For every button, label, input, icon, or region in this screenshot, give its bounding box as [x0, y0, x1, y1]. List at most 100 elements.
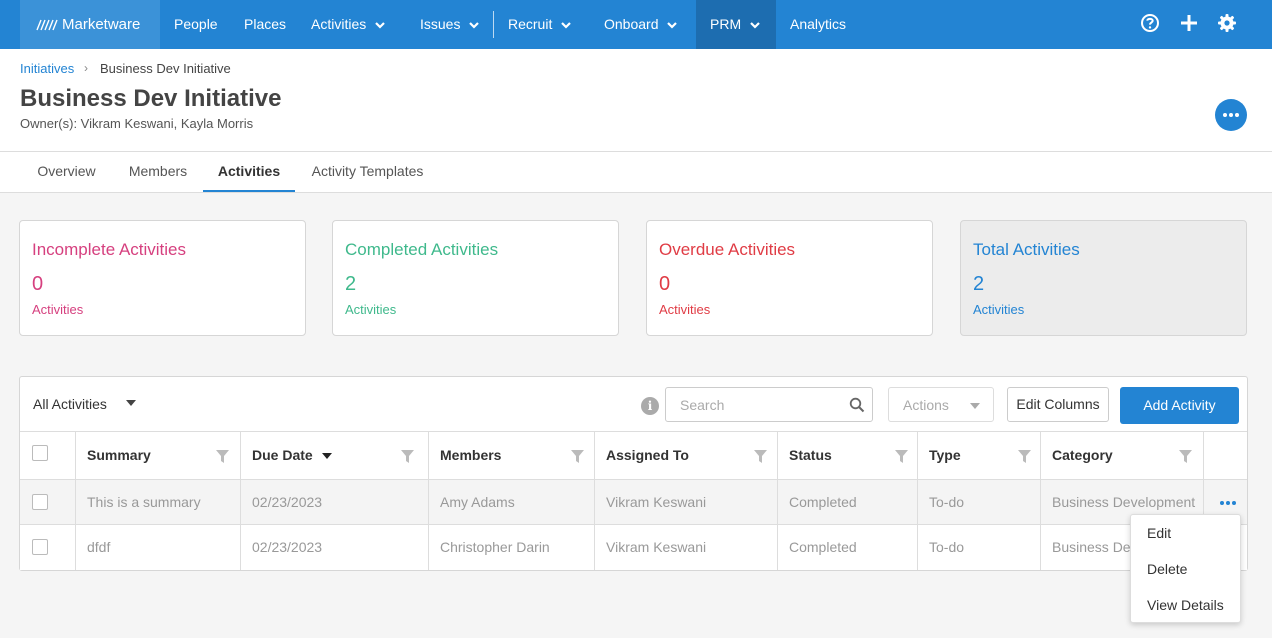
nav-prm[interactable]: PRM — [696, 0, 776, 49]
help-icon[interactable] — [1140, 13, 1160, 33]
stat-card-completed[interactable]: Completed Activities 2 Activities — [332, 220, 619, 336]
nav-onboard-label: Onboard — [604, 16, 659, 32]
column-header-assigned-to[interactable]: Assigned To — [595, 432, 778, 479]
nav-issues-label: Issues — [420, 16, 461, 32]
tab-members[interactable]: Members — [128, 163, 188, 179]
dot-icon — [1220, 501, 1224, 505]
column-header-category[interactable]: Category — [1041, 432, 1204, 479]
cell-due-date: 02/23/2023 — [241, 525, 429, 570]
stat-value: 2 — [345, 273, 357, 295]
plus-icon[interactable] — [1179, 13, 1199, 33]
nav-onboard[interactable]: Onboard — [604, 0, 678, 49]
breadcrumb-current: Business Dev Initiative — [100, 61, 231, 76]
column-label: Due Date — [252, 447, 313, 463]
stat-unit: Activities — [345, 302, 397, 317]
column-label: Category — [1052, 447, 1113, 463]
dot-icon — [1226, 501, 1230, 505]
chevron-down-icon — [469, 22, 480, 29]
edit-columns-button[interactable]: Edit Columns — [1007, 387, 1109, 422]
cell-status: Completed — [778, 480, 918, 524]
nav-people[interactable]: People — [174, 16, 218, 32]
sort-desc-icon[interactable] — [321, 453, 332, 460]
nav-activities[interactable]: Activities — [311, 0, 386, 49]
stat-title: Incomplete Activities — [32, 240, 187, 259]
table-row[interactable]: This is a summary 02/23/2023 Amy Adams V… — [20, 480, 1247, 525]
cell-due-date: 02/23/2023 — [241, 480, 429, 524]
activities-panel: All Activities i Actions Edit Columns Ad… — [19, 376, 1248, 571]
menu-item-delete[interactable]: Delete — [1147, 561, 1188, 577]
chevron-down-icon — [561, 22, 572, 29]
search-input[interactable] — [667, 389, 842, 420]
column-label: Summary — [87, 447, 151, 463]
dot-icon — [1235, 113, 1239, 117]
filter-icon[interactable] — [571, 450, 584, 463]
tab-activity-templates[interactable]: Activity Templates — [311, 163, 424, 179]
cell-type: To-do — [918, 525, 1041, 570]
select-all-checkbox[interactable] — [32, 445, 48, 461]
row-checkbox[interactable] — [32, 494, 48, 510]
row-actions-menu: Edit Delete View Details — [1130, 514, 1241, 623]
stat-title: Completed Activities — [345, 240, 499, 259]
row-select-cell — [20, 480, 76, 524]
column-header-type[interactable]: Type — [918, 432, 1041, 479]
stat-card-incomplete[interactable]: Incomplete Activities 0 Activities — [19, 220, 306, 336]
search-box — [665, 387, 873, 422]
row-checkbox[interactable] — [32, 539, 48, 555]
nav-recruit-label: Recruit — [508, 16, 553, 32]
nav-recruit[interactable]: Recruit — [508, 0, 572, 49]
cell-members: Christopher Darin — [429, 525, 595, 570]
nav-activities-label: Activities — [311, 16, 367, 32]
cell-members: Amy Adams — [429, 480, 595, 524]
table-row[interactable]: dfdf 02/23/2023 Christopher Darin Vikram… — [20, 525, 1247, 570]
cell-assigned-to: Vikram Keswani — [595, 525, 778, 570]
cell-summary[interactable]: This is a summary — [76, 480, 241, 524]
cell-summary[interactable]: dfdf — [76, 525, 241, 570]
filter-icon[interactable] — [1179, 450, 1192, 463]
column-label: Type — [929, 447, 961, 463]
gear-icon[interactable] — [1217, 13, 1237, 33]
column-header-due-date[interactable]: Due Date — [241, 432, 429, 479]
filter-icon[interactable] — [895, 450, 908, 463]
nav-analytics[interactable]: Analytics — [790, 16, 847, 32]
brand-name: Marketware — [62, 16, 141, 33]
nav-issues[interactable]: Issues — [420, 0, 480, 49]
column-label: Members — [440, 447, 502, 463]
filter-icon[interactable] — [1018, 450, 1031, 463]
info-icon[interactable]: i — [641, 397, 659, 415]
caret-down-icon[interactable] — [126, 400, 136, 406]
page-title: Business Dev Initiative — [20, 85, 282, 112]
actions-label: Actions — [903, 397, 949, 413]
search-icon[interactable] — [849, 397, 865, 413]
column-header-summary[interactable]: Summary — [76, 432, 241, 479]
actions-dropdown[interactable]: Actions — [888, 387, 994, 422]
tab-activities[interactable]: Activities — [203, 152, 295, 192]
more-options-button[interactable] — [1215, 99, 1247, 131]
dot-icon — [1223, 113, 1227, 117]
column-header-status[interactable]: Status — [778, 432, 918, 479]
logo-mark-icon — [36, 19, 58, 31]
filter-icon[interactable] — [754, 450, 767, 463]
tab-bar: Overview Members Activities Activity Tem… — [0, 152, 1272, 193]
brand-logo[interactable]: Marketware — [20, 0, 160, 49]
chevron-down-icon — [375, 22, 386, 29]
filter-icon[interactable] — [401, 450, 414, 463]
dot-icon — [1232, 501, 1236, 505]
menu-item-edit[interactable]: Edit — [1147, 525, 1172, 541]
filter-icon[interactable] — [216, 450, 229, 463]
nav-places[interactable]: Places — [244, 16, 287, 32]
stat-card-overdue[interactable]: Overdue Activities 0 Activities — [646, 220, 933, 336]
cell-category: Business Development — [1041, 480, 1204, 524]
breadcrumb-initiatives[interactable]: Initiatives — [20, 61, 75, 76]
activity-filter-select[interactable]: All Activities — [33, 396, 107, 412]
stat-unit: Activities — [32, 302, 84, 317]
column-header-members[interactable]: Members — [429, 432, 595, 479]
cell-status: Completed — [778, 525, 918, 570]
chevron-down-icon — [667, 22, 678, 29]
add-activity-button[interactable]: Add Activity — [1120, 387, 1239, 424]
tab-overview[interactable]: Overview — [37, 163, 96, 179]
chevron-down-icon — [750, 22, 760, 29]
owners-text: Owner(s): Vikram Keswani, Kayla Morris — [20, 116, 254, 131]
stat-card-total[interactable]: Total Activities 2 Activities — [960, 220, 1247, 336]
menu-item-view-details[interactable]: View Details — [1147, 597, 1224, 613]
select-all-cell — [20, 432, 76, 479]
